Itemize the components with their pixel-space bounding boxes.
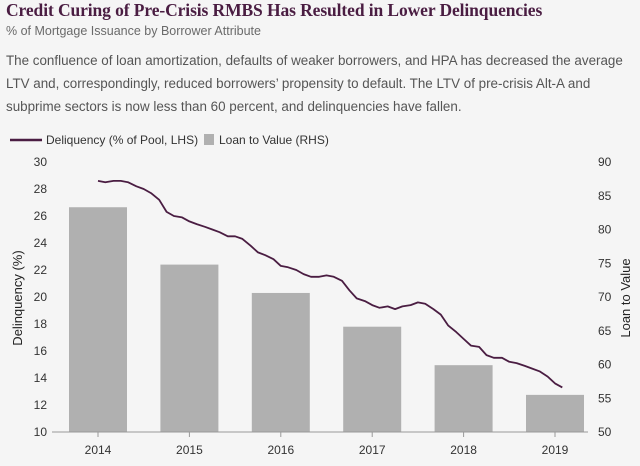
chart-subtitle: % of Mortgage Issuance by Borrower Attri… <box>6 24 261 38</box>
left-tick-label: 16 <box>34 344 48 358</box>
right-axis-ticks: 50 55 60 65 70 75 80 85 90 <box>598 155 612 439</box>
chart-title: Credit Curing of Pre-Crisis RMBS Has Res… <box>6 0 543 20</box>
bar-ltv-2016 <box>251 292 310 432</box>
left-tick-label: 18 <box>34 317 48 331</box>
left-axis-title: Delinquency (%) <box>10 250 25 345</box>
x-tick-label: 2015 <box>176 443 203 457</box>
line-series <box>97 179 563 389</box>
right-tick-label: 90 <box>598 155 612 169</box>
left-tick-label: 22 <box>34 263 48 277</box>
chart-legend: Deliquency (% of Pool, LHS) Loan to Valu… <box>10 133 329 147</box>
left-tick-label: 30 <box>34 155 48 169</box>
legend-bar-swatch <box>204 134 214 145</box>
right-tick-label: 75 <box>598 256 612 270</box>
bar-ltv-2017 <box>343 326 402 432</box>
bar-ltv-2019 <box>526 394 584 432</box>
bar-series <box>69 207 584 432</box>
line-delinquency <box>97 179 563 389</box>
right-axis-title: Loan to Value <box>618 258 633 337</box>
bar-ltv-2014 <box>69 207 127 432</box>
bar-ltv-2015 <box>160 264 219 432</box>
legend-bar-label: Loan to Value (RHS) <box>219 133 329 147</box>
right-tick-label: 60 <box>598 358 612 372</box>
left-tick-label: 20 <box>34 290 48 304</box>
right-tick-label: 70 <box>598 290 612 304</box>
right-tick-label: 65 <box>598 324 612 338</box>
bar-ltv-2018 <box>434 365 493 432</box>
x-tick-label: 2014 <box>85 443 112 457</box>
right-tick-label: 55 <box>598 391 612 405</box>
left-tick-label: 26 <box>34 209 48 223</box>
chart-description: The confluence of loan amortization, def… <box>6 53 623 114</box>
x-tick-label: 2016 <box>267 443 294 457</box>
left-tick-label: 28 <box>34 182 48 196</box>
x-tick-label: 2018 <box>450 443 477 457</box>
left-tick-label: 10 <box>34 425 48 439</box>
x-tick-label: 2019 <box>542 443 569 457</box>
left-tick-label: 14 <box>34 371 48 385</box>
right-tick-label: 85 <box>598 189 612 203</box>
x-tick-label: 2017 <box>359 443 386 457</box>
right-tick-label: 50 <box>598 425 612 439</box>
left-axis-ticks: 10 12 14 16 18 20 22 24 26 28 30 <box>34 155 48 439</box>
x-axis-ticks: 2014 2015 2016 2017 2018 2019 <box>85 432 569 457</box>
legend-line-label: Deliquency (% of Pool, LHS) <box>46 133 198 147</box>
left-tick-label: 12 <box>34 398 48 412</box>
right-tick-label: 80 <box>598 223 612 237</box>
left-tick-label: 24 <box>34 236 48 250</box>
